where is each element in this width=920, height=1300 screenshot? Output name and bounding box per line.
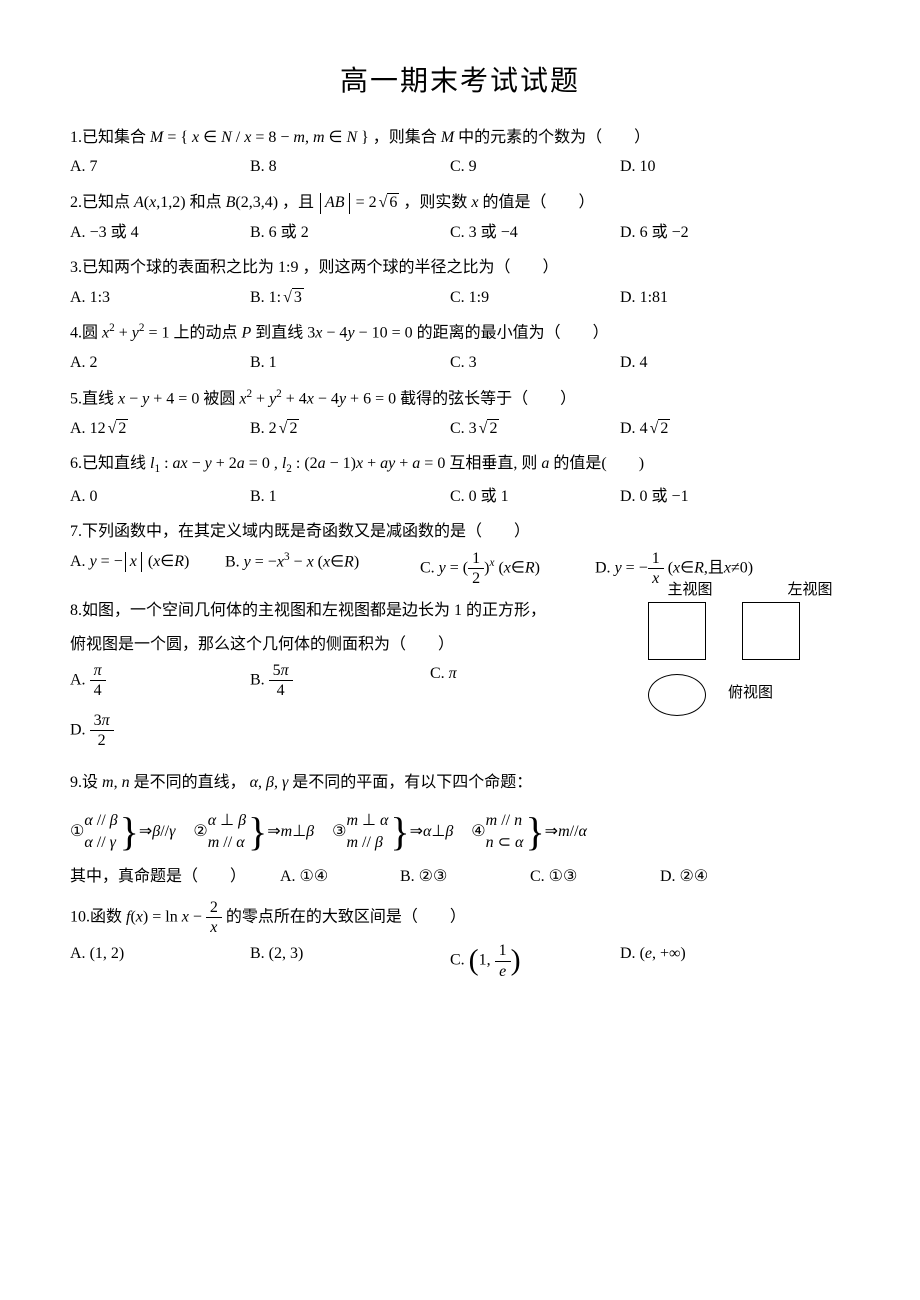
q1-C[interactable]: C. 9	[450, 154, 620, 180]
label-fu: 俯视图	[728, 681, 773, 705]
q8-block: 8.如图，一个空间几何体的主视图和左视图都是边长为 1 的正方形， 俯视图是一个…	[70, 598, 850, 760]
q7-B[interactable]: B. y = −x3 − x (x∈R)	[225, 549, 420, 588]
left-view-icon	[742, 602, 800, 660]
q8-B[interactable]: B. 5π4	[250, 661, 430, 700]
q5-stem: 5.直线 x − y + 4 = 0 被圆 x2 + y2 + 4x − 4y …	[70, 386, 850, 412]
q2-C[interactable]: C. 3 或 −4	[450, 220, 620, 246]
q9-A[interactable]: A. ①④	[280, 864, 400, 890]
q9-post: 其中，真命题是（ ）	[70, 864, 280, 890]
q2-options: A. −3 或 4 B. 6 或 2 C. 3 或 −4 D. 6 或 −2	[70, 220, 850, 246]
q2-A[interactable]: A. −3 或 4	[70, 220, 250, 246]
q6-options: A. 0 B. 1 C. 0 或 1 D. 0 或 −1	[70, 484, 850, 510]
q1-stem: 1.已知集合 M = { x ∈ N / x = 8 − m, m ∈ N } …	[70, 125, 850, 151]
q9-propositions: ① α // βα // γ} ⇒ β // γ ② α ⊥ βm // α} …	[70, 810, 850, 855]
q4-D[interactable]: D. 4	[620, 350, 790, 376]
q5-options: A. 122 B. 22 C. 32 D. 42	[70, 416, 850, 442]
q8-options: A. π4 B. 5π4 C. π D. 3π2	[70, 661, 610, 760]
q10-D[interactable]: D. (e, +∞)	[620, 941, 790, 980]
q9-p3: ③ m ⊥ αm // β} ⇒ α ⊥ β	[332, 810, 453, 855]
q7-stem: 7.下列函数中，在其定义域内既是奇函数又是减函数的是（ ）	[70, 519, 850, 545]
q4-A[interactable]: A. 2	[70, 350, 250, 376]
q9-p4: ④ m // nn ⊂ α} ⇒ m // α	[471, 810, 587, 855]
q1-A[interactable]: A. 7	[70, 154, 250, 180]
q6-B[interactable]: B. 1	[250, 484, 450, 510]
q3-B[interactable]: B. 1:3	[250, 285, 450, 311]
q8-stem-l1: 8.如图，一个空间几何体的主视图和左视图都是边长为 1 的正方形，	[70, 598, 610, 624]
q8-A[interactable]: A. π4	[70, 661, 250, 700]
q1-options: A. 7 B. 8 C. 9 D. 10	[70, 154, 850, 180]
q10-stem: 10.函数 f(x) = ln x − 2x 的零点所在的大致区间是（ ）	[70, 898, 850, 937]
q9-C[interactable]: C. ①③	[530, 864, 660, 890]
q9-B[interactable]: B. ②③	[400, 864, 530, 890]
q3-A[interactable]: A. 1:3	[70, 285, 250, 311]
q3-D[interactable]: D. 1:81	[620, 285, 790, 311]
q9-p2: ② α ⊥ βm // α} ⇒ m ⊥ β	[193, 810, 314, 855]
q6-D[interactable]: D. 0 或 −1	[620, 484, 790, 510]
q6-C[interactable]: C. 0 或 1	[450, 484, 620, 510]
q5-B[interactable]: B. 22	[250, 416, 450, 442]
q9-stem: 9.设 m, n 是不同的直线， α, β, γ 是不同的平面，有以下四个命题：	[70, 770, 850, 796]
q4-options: A. 2 B. 1 C. 3 D. 4	[70, 350, 850, 376]
q10-options: A. (1, 2) B. (2, 3) C. (1, 1e) D. (e, +∞…	[70, 941, 850, 980]
q9-D[interactable]: D. ②④	[660, 864, 770, 890]
q8-stem-l2: 俯视图是一个圆，那么这个几何体的侧面积为（ ）	[70, 632, 610, 658]
q5-A[interactable]: A. 122	[70, 416, 250, 442]
top-view-icon	[648, 674, 706, 716]
q1-D[interactable]: D. 10	[620, 154, 790, 180]
q3-C[interactable]: C. 1:9	[450, 285, 620, 311]
q8-D[interactable]: D. 3π2	[70, 711, 250, 750]
q3-stem: 3.已知两个球的表面积之比为 1:9 ，则这两个球的半径之比为（ ）	[70, 255, 850, 281]
q3-options: A. 1:3 B. 1:3 C. 1:9 D. 1:81	[70, 285, 850, 311]
q8-figure: 主视图 左视图 俯视图	[630, 578, 870, 716]
q4-C[interactable]: C. 3	[450, 350, 620, 376]
q7-C[interactable]: C. y = (12)x (x∈R)	[420, 549, 595, 588]
q4-stem: 4.圆 x2 + y2 = 1 上的动点 P 到直线 3x − 4y − 10 …	[70, 320, 850, 346]
q2-stem: 2.已知点 A(x,1,2) 和点 B(2,3,4) ，且 AB = 26 ，则…	[70, 190, 850, 216]
q5-D[interactable]: D. 42	[620, 416, 790, 442]
q4-B[interactable]: B. 1	[250, 350, 450, 376]
label-zuo: 左视图	[787, 578, 832, 602]
q8-C[interactable]: C. π	[430, 661, 610, 700]
q10-C[interactable]: C. (1, 1e)	[450, 941, 620, 980]
q6-A[interactable]: A. 0	[70, 484, 250, 510]
q10-B[interactable]: B. (2, 3)	[250, 941, 450, 980]
q9-options-row: 其中，真命题是（ ） A. ①④ B. ②③ C. ①③ D. ②④	[70, 864, 850, 890]
front-view-icon	[648, 602, 706, 660]
q1-B[interactable]: B. 8	[250, 154, 450, 180]
q7-A[interactable]: A. y = −x (x∈R)	[70, 549, 225, 588]
q5-C[interactable]: C. 32	[450, 416, 620, 442]
q9-p1: ① α // βα // γ} ⇒ β // γ	[70, 810, 175, 855]
q6-stem: 6.已知直线 l1 : ax − y + 2a = 0 , l2 : (2a −…	[70, 451, 850, 479]
q2-D[interactable]: D. 6 或 −2	[620, 220, 790, 246]
q2-B[interactable]: B. 6 或 2	[250, 220, 450, 246]
label-zhu: 主视图	[667, 578, 712, 602]
q10-A[interactable]: A. (1, 2)	[70, 941, 250, 980]
page-title: 高一期末考试试题	[70, 60, 850, 105]
